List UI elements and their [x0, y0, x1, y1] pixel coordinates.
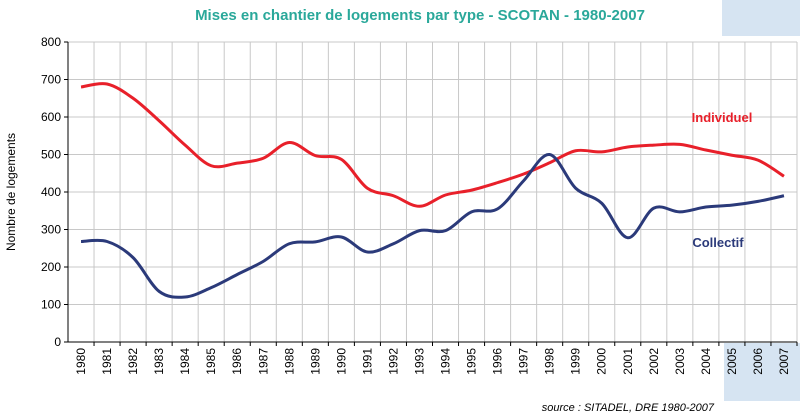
source-note: source : SITADEL, DRE 1980-2007: [542, 402, 715, 414]
axis-shade: [724, 343, 800, 401]
x-tick-label: 1987: [256, 348, 270, 375]
chart-title: Mises en chantier de logements par type …: [195, 7, 645, 24]
x-tick-label: 1994: [439, 348, 453, 375]
series-label: Individuel: [692, 110, 753, 125]
x-tick-label: 1997: [517, 348, 531, 375]
series-line: [80, 153, 785, 299]
x-tick-label: 1993: [412, 348, 426, 375]
y-axis-label: Nombre de logements: [4, 133, 18, 251]
x-tick-label: 1981: [100, 348, 114, 375]
x-tick-label: 1996: [491, 348, 505, 375]
y-tick-label: 400: [41, 185, 61, 199]
x-tick-label: 2005: [725, 348, 739, 375]
x-tick-label: 2004: [699, 348, 713, 375]
x-tick-label: 2006: [751, 348, 765, 375]
x-tick-label: 1991: [360, 348, 374, 375]
y-tick-label: 300: [41, 223, 61, 237]
x-tick-label: 1984: [178, 348, 192, 375]
y-tick-label: 600: [41, 110, 61, 124]
x-tick-label: 1980: [74, 348, 88, 375]
y-tick-label: 500: [41, 148, 61, 162]
y-tick-label: 800: [41, 35, 61, 49]
x-tick-label: 2000: [595, 348, 609, 375]
x-tick-label: 1989: [308, 348, 322, 375]
y-tick-label: 0: [54, 335, 61, 349]
x-tick-label: 1999: [569, 348, 583, 375]
y-tick-label: 100: [41, 298, 61, 312]
x-tick-label: 2002: [647, 348, 661, 375]
x-tick-label: 1986: [230, 348, 244, 375]
series-line: [80, 82, 785, 208]
x-tick-label: 1995: [465, 348, 479, 375]
header-shade: [722, 0, 800, 36]
x-tick-label: 2007: [777, 348, 791, 375]
x-tick-label: 1992: [386, 348, 400, 375]
y-tick-label: 700: [41, 73, 61, 87]
x-tick-label: 2003: [673, 348, 687, 375]
x-tick-label: 2001: [621, 348, 635, 375]
y-tick-label: 200: [41, 260, 61, 274]
x-tick-label: 1990: [334, 348, 348, 375]
x-tick-label: 1985: [204, 348, 218, 375]
x-tick-label: 1998: [543, 348, 557, 375]
x-tick-label: 1982: [126, 348, 140, 375]
x-tick-label: 1988: [282, 348, 296, 375]
x-tick-label: 1983: [152, 348, 166, 375]
series-label: Collectif: [692, 235, 744, 250]
